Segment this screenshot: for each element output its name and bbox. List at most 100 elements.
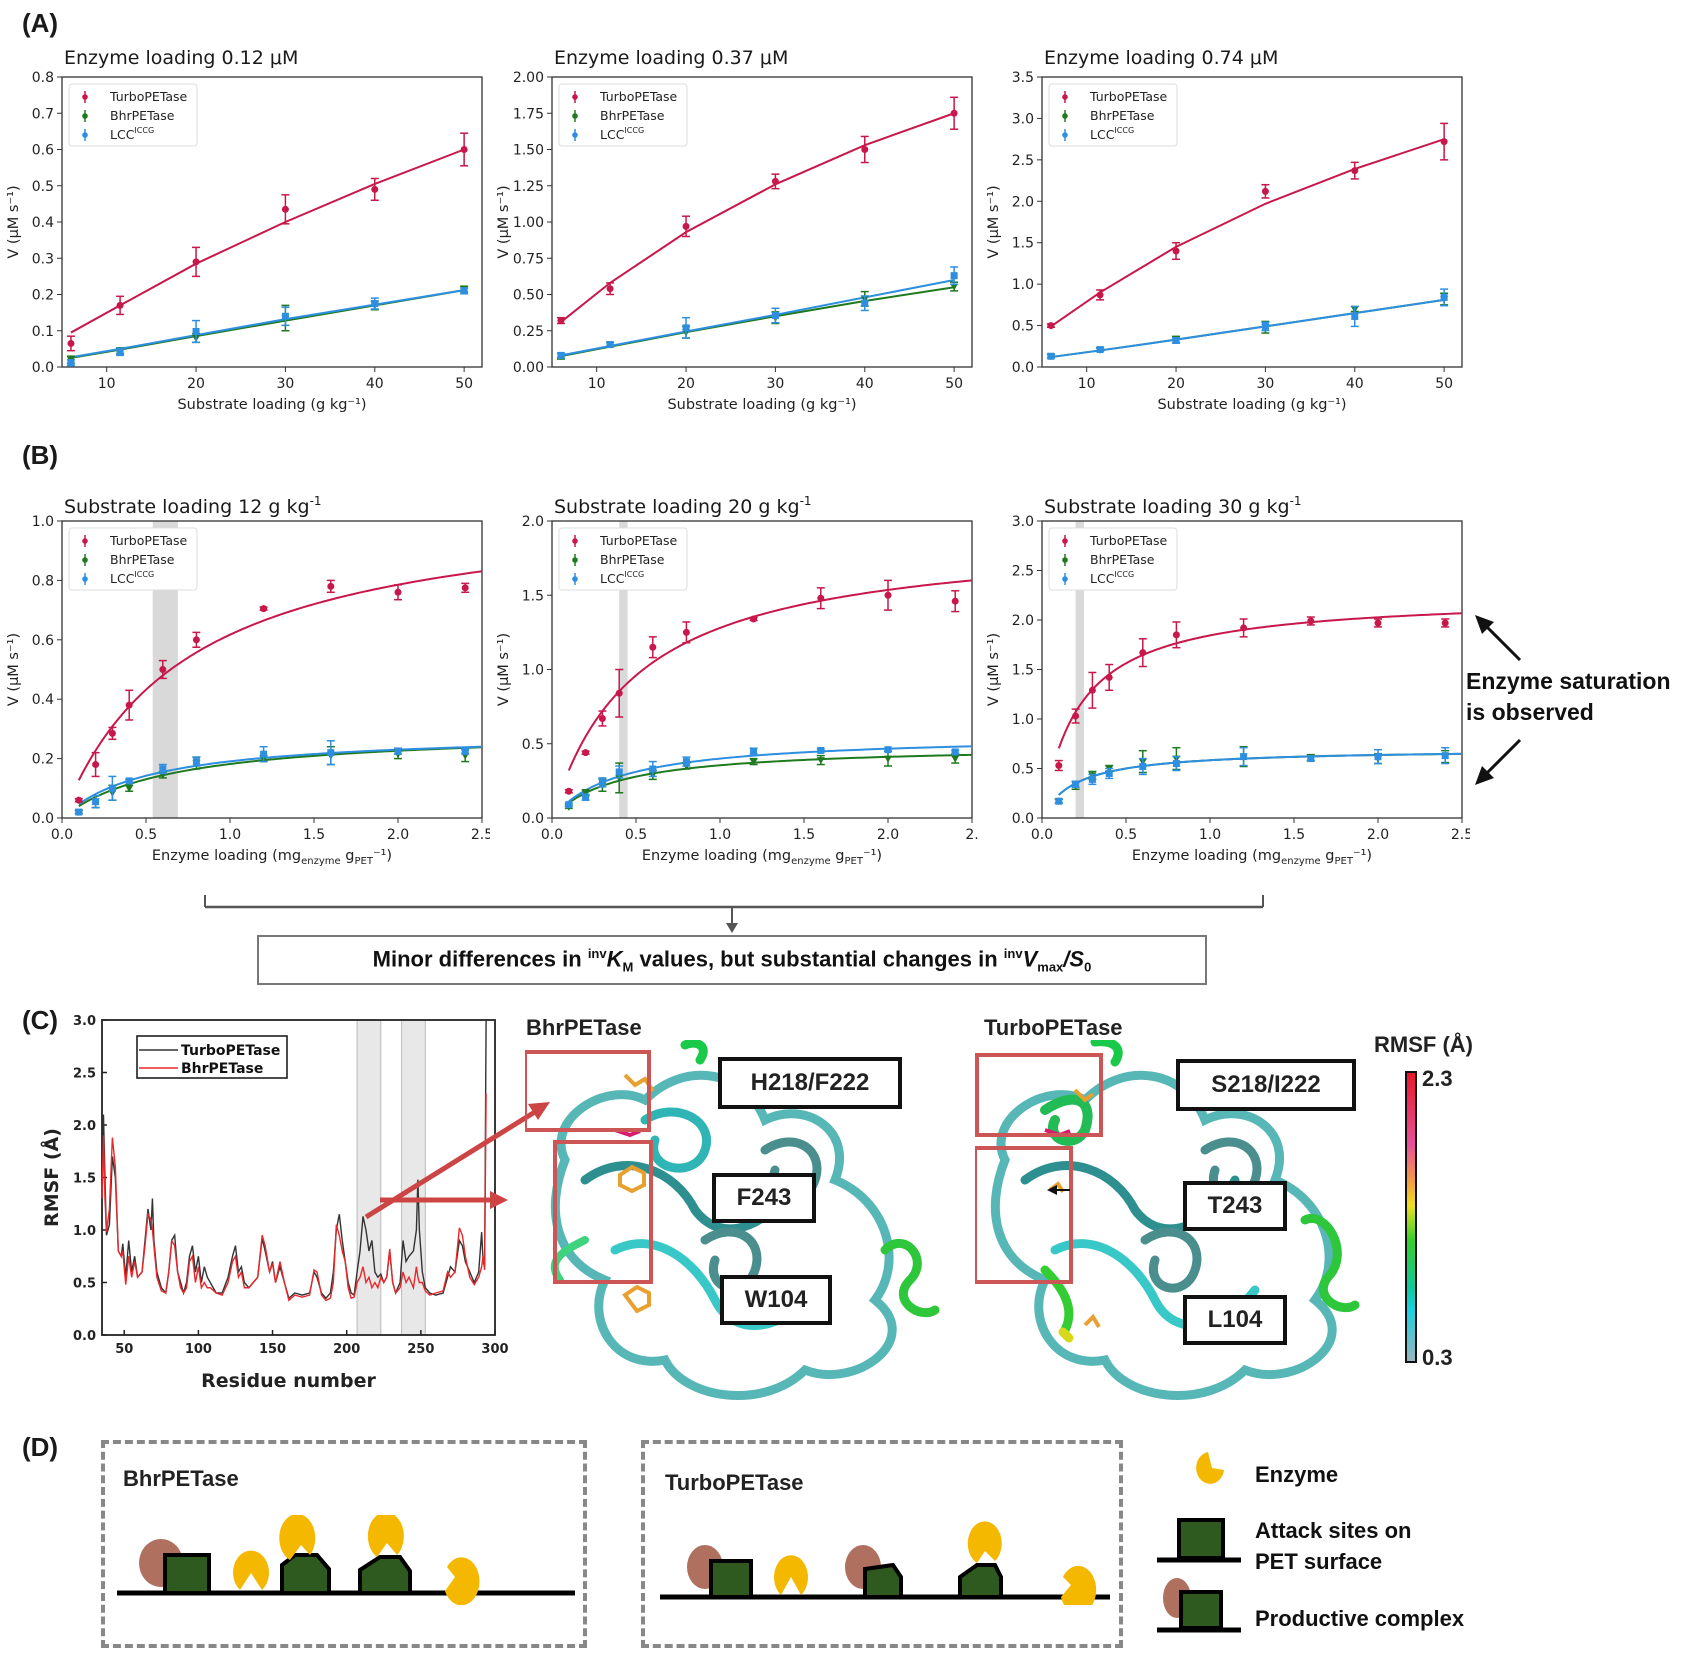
turbo-data-point bbox=[749, 615, 758, 623]
chart-a2-enzyme-0-37: Enzyme loading 0.37 μM 0.00 0.25 0.50 0.75 1.… bbox=[496, 47, 973, 413]
turbo-data-point bbox=[1350, 161, 1359, 180]
y-tick-label: 0.0 bbox=[1012, 811, 1034, 827]
enzyme-2 bbox=[279, 1515, 316, 1560]
lcc-data-point bbox=[1441, 746, 1450, 765]
legend-attack-line-2: PET surface bbox=[1255, 1549, 1383, 1574]
turbo-schematic-box bbox=[641, 1440, 1123, 1648]
x-tick-label: 40 bbox=[366, 376, 384, 392]
colorbar-min: 0.3 bbox=[1422, 1345, 1453, 1370]
legend-frame bbox=[558, 83, 688, 147]
y-axis-label: V (μM s⁻¹) bbox=[6, 185, 22, 258]
lcc-data-point bbox=[1088, 773, 1097, 786]
highlight-band bbox=[619, 521, 628, 818]
y-tick-label: 1.0 bbox=[1012, 277, 1034, 293]
panel-label-a: (A) bbox=[22, 8, 59, 38]
x-tick-label: 2.0 bbox=[877, 827, 899, 843]
x-tick-label: 2.0 bbox=[387, 827, 409, 843]
x-tick-label: 0.5 bbox=[135, 827, 157, 843]
lcc-data-point bbox=[66, 359, 75, 367]
turbo-data-point bbox=[1172, 241, 1181, 261]
y-tick-label: 2.0 bbox=[1012, 194, 1034, 210]
x-tick-label: 10 bbox=[98, 376, 116, 392]
turbo-region-box-1 bbox=[975, 1053, 1103, 1137]
bhr-label-w104: W104 bbox=[720, 1275, 832, 1325]
turbo-data-point bbox=[950, 96, 959, 130]
y-tick-label: 1.5 bbox=[522, 588, 544, 604]
turbo-data-point bbox=[116, 295, 125, 316]
chart-title: Substrate loading 12 g kg-1 bbox=[64, 494, 322, 518]
turbo-data-point bbox=[370, 177, 379, 201]
legend-enzyme-label: Enzyme bbox=[1255, 1462, 1339, 1487]
callout-arrow-head-1 bbox=[528, 1102, 550, 1120]
y-tick-label: 0.5 bbox=[1012, 319, 1034, 335]
legend-attack-site-icon bbox=[1157, 1518, 1241, 1563]
y-tick-label: 1.0 bbox=[1012, 712, 1034, 728]
chart-title: Substrate loading 20 g kg-1 bbox=[554, 494, 812, 518]
bhr-structure-title: BhrPETase bbox=[526, 1015, 642, 1040]
turbo-data-point bbox=[66, 335, 75, 352]
lcc-data-point bbox=[192, 756, 201, 767]
lcc-data-point bbox=[950, 266, 959, 286]
turbo-fit-line bbox=[70, 148, 465, 334]
turbo-data-point bbox=[1172, 621, 1181, 649]
x-tick-label: 0.0 bbox=[541, 827, 563, 843]
bhr-schematic-diagram bbox=[117, 1515, 575, 1605]
y-tick-label: 0.8 bbox=[32, 573, 54, 589]
y-tick-label: 0.4 bbox=[32, 692, 54, 708]
chart-b2-substrate-20: Substrate loading 20 g kg-1 0.0 0.5 1.0 1.5 2… bbox=[496, 494, 979, 867]
turbo-data-point bbox=[1441, 618, 1450, 628]
colorbar-title: RMSF (Å) bbox=[1374, 1032, 1473, 1057]
y-tick-label: 0.5 bbox=[73, 1277, 96, 1292]
x-tick-label: 20 bbox=[187, 376, 205, 392]
y-tick-label: 0.5 bbox=[522, 737, 544, 753]
turbo-data-point bbox=[158, 659, 167, 680]
arrow-up-line bbox=[1483, 623, 1522, 662]
legend-label-bhr: BhrPETase bbox=[600, 552, 665, 567]
x-tick-label: 30 bbox=[766, 376, 784, 392]
bracket-connector bbox=[204, 895, 1264, 933]
bhr-region-box-1 bbox=[525, 1050, 651, 1132]
x-tick-label: 20 bbox=[677, 376, 695, 392]
turbo-data-point bbox=[460, 132, 469, 167]
turbo-fit-line bbox=[77, 570, 483, 781]
turbo-fit-line bbox=[1050, 138, 1445, 328]
lcc-data-point bbox=[581, 793, 590, 801]
legend-label-turbo: TurboPETase bbox=[1089, 533, 1168, 548]
x-tick-label: 30 bbox=[276, 376, 294, 392]
lcc-fit-line bbox=[560, 279, 955, 357]
turbo-data-point bbox=[1071, 708, 1080, 724]
lcc-data-point bbox=[1071, 780, 1080, 789]
lcc-data-point bbox=[682, 316, 691, 339]
legend-label-bhr: BhrPETase bbox=[1090, 552, 1155, 567]
x-tick-label: 1.0 bbox=[1199, 827, 1221, 843]
callout-arrows bbox=[364, 1102, 550, 1220]
y-tick-label: 0.3 bbox=[32, 251, 54, 267]
turbo-data-point bbox=[860, 135, 869, 164]
legend-label-bhr: BhrPETase bbox=[600, 108, 665, 123]
y-tick-label: 0.2 bbox=[32, 752, 54, 768]
x-axis-label: Enzyme loading (mgenzyme gPET⁻¹) bbox=[1132, 848, 1372, 867]
y-tick-label: 0.4 bbox=[32, 215, 54, 231]
lcc-data-point bbox=[91, 794, 100, 809]
x-tick-label: 20 bbox=[1167, 376, 1185, 392]
lcc-data-point bbox=[771, 307, 780, 324]
lcc-data-point bbox=[615, 765, 624, 779]
lcc-data-point bbox=[951, 748, 960, 756]
legend-frame bbox=[1048, 527, 1178, 591]
y-axis-label: V (μM s⁻¹) bbox=[496, 185, 512, 258]
turbo-data-point bbox=[682, 621, 691, 644]
x-tick-label: 0.0 bbox=[1031, 827, 1053, 843]
turbo-schematic-diagram bbox=[660, 1521, 1110, 1605]
lcc-data-point bbox=[158, 763, 167, 775]
turbo-fit-line bbox=[560, 112, 955, 323]
lcc-data-point bbox=[564, 801, 573, 809]
bhr-label-h218-f222: H218/F222 bbox=[718, 1057, 902, 1109]
y-axis-label: V (μM s⁻¹) bbox=[496, 633, 512, 706]
legend-label-turbo: TurboPETase bbox=[109, 533, 188, 548]
turbo-structure-title: TurboPETase bbox=[984, 1015, 1123, 1040]
x-tick-label: 50 bbox=[945, 376, 963, 392]
rmsf-legend-frame bbox=[136, 1035, 288, 1079]
turbo-data-point bbox=[581, 749, 590, 757]
legend-label-turbo: TurboPETase bbox=[599, 89, 678, 104]
